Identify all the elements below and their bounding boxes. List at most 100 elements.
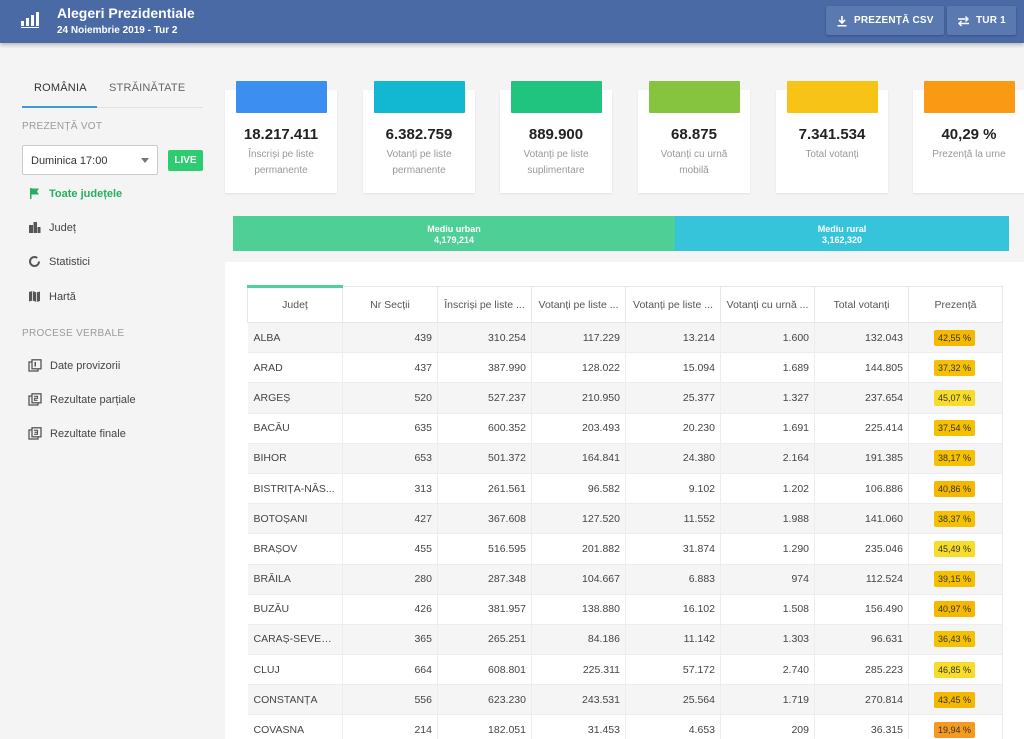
table-row[interactable]: ARGEȘ 520 527.237 210.950 25.377 1.327 237.654… xyxy=(247,382,1003,414)
column-header-voters-supplementary[interactable]: Votanți pe liste ... xyxy=(625,286,721,323)
county-cell: BACĂU xyxy=(247,413,343,444)
value-cell: 20.230 xyxy=(625,413,721,444)
nav-partial-results-label: Rezultate parțiale xyxy=(50,393,136,406)
table-row[interactable]: CLUJ 664 608.801 225.311 57.172 2.740 285.223 4… xyxy=(247,654,1003,686)
nav-partial-results[interactable]: Rezultate parțiale xyxy=(28,393,136,406)
nav-provisional-data[interactable]: Date provizorii xyxy=(28,359,120,372)
county-cell: BIHOR xyxy=(247,443,343,474)
column-header-sections[interactable]: Nr Secții xyxy=(342,286,438,323)
card-color-swatch xyxy=(924,81,1015,113)
table-row[interactable]: COVASNA 214 182.051 31.453 4.653 209 36.315 19,… xyxy=(247,714,1003,739)
card-color-swatch xyxy=(649,81,740,113)
turnout-badge: 42,55 % xyxy=(934,329,976,346)
card-label: Prezență la urne xyxy=(932,149,1006,160)
table-row[interactable]: CARAȘ-SEVERIN 365 265.251 84.186 11.142 1.303… xyxy=(247,624,1003,656)
value-cell: 664 xyxy=(342,654,438,686)
value-cell: 104.667 xyxy=(531,564,626,595)
value-cell: 11.142 xyxy=(625,624,721,656)
presence-section-label: PREZENȚĂ VOT xyxy=(22,121,103,132)
value-cell: 9.102 xyxy=(625,473,721,505)
value-cell: 426 xyxy=(342,594,438,625)
nav-map-label: Hartă xyxy=(49,290,76,303)
nav-statistics-label: Statistici xyxy=(49,255,90,268)
nav-all-counties-label: Toate județele xyxy=(49,187,123,200)
app-subtitle: 24 Noiembrie 2019 - Tur 2 xyxy=(57,25,178,36)
turnout-badge: 19,94 % xyxy=(934,722,976,739)
table-row[interactable]: BOTOȘANI 427 367.608 127.520 11.552 1.988 141.… xyxy=(247,503,1003,535)
time-select[interactable]: Duminica 17:00 xyxy=(22,145,158,175)
live-button[interactable]: LIVE xyxy=(168,150,203,171)
value-cell: 1.719 xyxy=(720,684,815,716)
card-label: Total votanți xyxy=(805,149,859,160)
value-cell: 141.060 xyxy=(814,503,909,535)
column-header-voters-mobile[interactable]: Votanți cu urnă ... xyxy=(720,286,815,323)
card-color-swatch xyxy=(236,81,327,113)
nav-map[interactable]: Hartă xyxy=(28,290,76,303)
turnout-badge: 38,37 % xyxy=(934,510,976,527)
column-header-registered[interactable]: Înscriși pe liste ... xyxy=(437,286,532,323)
value-cell: 24.380 xyxy=(625,443,721,474)
bar-chart-logo-icon xyxy=(21,12,39,28)
table-row[interactable]: ALBA 439 310.254 117.229 13.214 1.600 132.043 4… xyxy=(247,322,1003,354)
table-row[interactable]: BISTRIȚA-NĂS... 313 261.561 96.582 9.102 1.20… xyxy=(247,473,1003,505)
table-row[interactable]: BRAȘOV 455 516.595 201.882 31.874 1.290 235.04… xyxy=(247,533,1003,565)
value-cell: 623.230 xyxy=(437,684,532,716)
table-row[interactable]: BACĂU 635 600.352 203.493 20.230 1.691 225.414… xyxy=(247,413,1003,444)
stat-card-voters-permanent: 6.382.759 Votanți pe liste permanente xyxy=(363,81,475,193)
value-cell: 237.654 xyxy=(814,382,909,414)
value-cell: 381.957 xyxy=(437,594,532,625)
nav-all-counties[interactable]: Toate județele xyxy=(28,187,122,200)
value-cell: 1.689 xyxy=(720,352,815,384)
card-value: 889.900 xyxy=(528,126,584,143)
verbal-section-label: PROCESE VERBALE xyxy=(22,328,125,339)
column-header-county[interactable]: Județ xyxy=(247,285,343,323)
value-cell: 117.229 xyxy=(531,322,626,354)
value-cell: 2.740 xyxy=(720,654,815,686)
county-table: Județ Nr Secții Înscriși pe liste ... Vo… xyxy=(247,285,1003,739)
nav-statistics[interactable]: Statistici xyxy=(28,255,90,268)
value-cell: 1.290 xyxy=(720,533,815,565)
nav-final-results-label: Rezultate finale xyxy=(50,427,126,440)
stat-card-voters-mobile: 68.875 Votanți cu urnă mobilă xyxy=(638,81,750,193)
nav-county[interactable]: Județ xyxy=(28,221,76,234)
table-row[interactable]: ARAD 437 387.990 128.022 15.094 1.689 144.805 3… xyxy=(247,352,1003,384)
value-cell: 214 xyxy=(342,714,438,739)
county-cell: BRĂILA xyxy=(247,564,343,595)
column-header-turnout[interactable]: Prezență xyxy=(908,286,1003,323)
rural-bar: Mediu rural 3,162,320 xyxy=(675,216,1009,251)
value-cell: 182.051 xyxy=(437,714,532,739)
value-cell: 2.164 xyxy=(720,443,815,474)
column-header-total-voters[interactable]: Total votanți xyxy=(814,286,909,323)
turnout-badge: 36,43 % xyxy=(934,631,976,648)
value-cell: 15.094 xyxy=(625,352,721,384)
nav-county-label: Județ xyxy=(49,221,76,234)
value-cell: 25.564 xyxy=(625,684,721,716)
tab-abroad[interactable]: STRĂINĂTATE xyxy=(109,82,186,94)
tab-romania[interactable]: ROMÂNIA xyxy=(34,82,87,94)
turnout-cell: 36,43 % xyxy=(908,624,1003,656)
value-cell: 6.883 xyxy=(625,564,721,595)
turnout-badge: 45,49 % xyxy=(934,540,976,557)
donut-chart-icon xyxy=(29,256,40,267)
county-cell: ARAD xyxy=(247,352,343,384)
value-cell: 11.552 xyxy=(625,503,721,535)
stat-card-turnout: 40,29 % Prezență la urne xyxy=(913,81,1024,193)
app-title: Alegeri Prezidentiale xyxy=(57,5,195,21)
value-cell: 427 xyxy=(342,503,438,535)
table-row[interactable]: BUZĂU 426 381.957 138.880 16.102 1.508 156.490… xyxy=(247,594,1003,625)
value-cell: 1.508 xyxy=(720,594,815,625)
switch-round-button[interactable]: TUR 1 xyxy=(947,6,1016,35)
table-row[interactable]: BRĂILA 280 287.348 104.667 6.883 974 112.524 39… xyxy=(247,564,1003,595)
table-row[interactable]: CONSTANȚA 556 623.230 243.531 25.564 1.719 270… xyxy=(247,684,1003,716)
card-color-swatch xyxy=(374,81,465,113)
stat-card-voters-supplementary: 889.900 Votanți pe liste suplimentare xyxy=(500,81,612,193)
nav-final-results[interactable]: Rezultate finale xyxy=(28,427,126,440)
download-csv-button[interactable]: PREZENȚĂ CSV xyxy=(826,6,944,35)
value-cell: 974 xyxy=(720,564,815,595)
stat-card-registered: 18.217.411 Înscriși pe liste permanente xyxy=(225,81,337,193)
switch-round-label: TUR 1 xyxy=(976,15,1006,26)
swap-arrows-icon xyxy=(958,15,969,26)
table-row[interactable]: BIHOR 653 501.372 164.841 24.380 2.164 191.385… xyxy=(247,443,1003,474)
turnout-cell: 40,86 % xyxy=(908,473,1003,505)
column-header-voters-permanent[interactable]: Votanți pe liste ... xyxy=(531,286,626,323)
